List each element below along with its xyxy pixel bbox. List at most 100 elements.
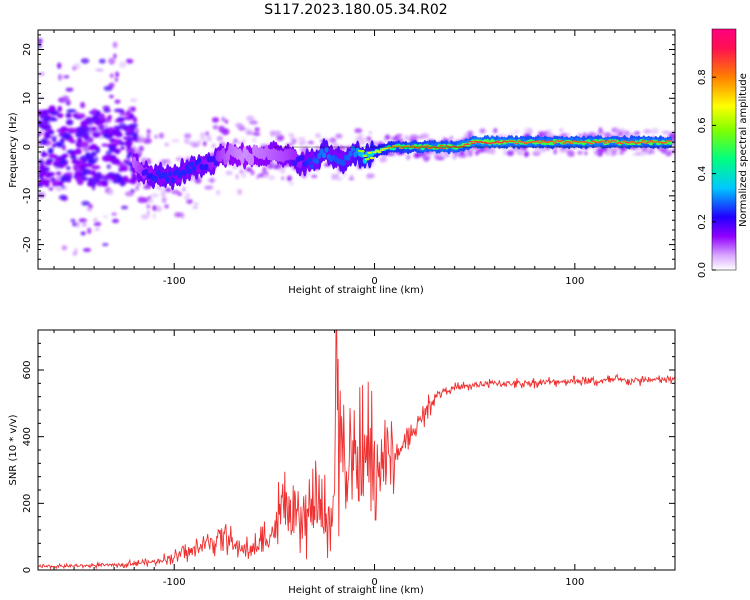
snr-plot-area [38,330,675,570]
colorbar-label: Normalized spectral amplitude [738,73,749,227]
heat-ridge-cell [396,145,401,147]
heat-noise-blob [354,128,363,134]
heat-noise-blob [171,189,180,195]
heat-noise-blob [524,127,533,134]
heat-noise-blob [183,195,189,201]
heat-noise-blob [249,120,258,125]
heat-noise-blob [651,148,655,155]
heat-ridge-cell [321,152,327,159]
heat-noise-blob [55,187,64,192]
x-tick-label: -100 [163,577,186,588]
heat-noise-blob [269,130,276,137]
heat-cluster-blob [61,153,69,158]
y-tick-label: 0 [22,144,33,150]
heat-ridge-cell [345,154,351,161]
heat-cluster-blob [122,175,129,181]
heat-noise-blob [114,77,119,83]
heat-noise-blob [510,147,518,152]
heat-cluster-blob [91,182,97,186]
heat-cluster-blob [49,118,58,122]
heat-noise-blob [416,135,424,140]
heat-noise-blob [523,151,530,158]
heat-noise-blob [56,62,62,69]
heat-cluster-blob [77,113,86,119]
heat-cluster-blob [108,127,114,132]
heat-noise-blob [72,66,77,71]
heat-noise-blob [566,132,571,138]
heat-ridge-cell [612,140,618,142]
heat-noise-blob [189,142,198,147]
heat-noise-blob [233,138,238,144]
heat-cluster-blob [107,115,112,120]
heat-ridge-cell [211,156,216,162]
heat-cluster-blob [69,152,77,156]
heat-cluster-blob [47,147,54,155]
heat-noise-blob [87,227,92,234]
heat-ridge-cell [182,169,187,176]
colorbar-tick-label: 0.6 [697,117,708,133]
heat-ridge-cell [511,140,517,143]
heat-noise-blob [62,145,66,151]
heat-ridge-cell [631,141,637,143]
heat-noise-blob [114,99,121,104]
heat-cluster-blob [112,148,121,153]
heat-ridge-cell [521,141,526,143]
heat-cluster-blob [83,163,92,168]
heat-noise-blob [108,57,116,65]
heat-ridge-cell [372,151,377,153]
heat-noise-blob [281,167,286,174]
heat-noise-blob [236,124,245,128]
heat-noise-blob [404,135,410,142]
heat-cluster-blob [52,162,59,166]
heat-cluster-blob [48,154,58,159]
heat-cluster-blob [126,155,131,159]
heat-ridge-cell [187,168,192,175]
heat-cluster-blob [90,143,98,151]
heat-noise-blob [235,173,239,180]
heat-noise-blob [103,214,108,219]
heat-noise-blob [252,131,261,137]
heat-noise-blob [193,202,199,206]
heat-noise-blob [102,105,111,110]
heat-cluster-blob [125,110,131,116]
heat-cluster-blob [60,126,68,131]
heat-cluster-blob [101,180,109,187]
heat-cluster-blob [38,125,48,129]
heat-noise-blob [104,123,109,129]
heat-noise-blob [225,170,233,176]
heat-noise-blob [61,185,65,189]
heat-noise-blob [80,231,86,236]
heat-noise-blob [587,132,597,138]
heat-ridge-cell [398,147,404,149]
heat-noise-blob [584,151,588,156]
heat-noise-blob [130,98,138,102]
heat-noise-blob [124,191,134,197]
heat-cluster-blob [103,174,110,180]
heat-noise-blob [58,194,68,201]
heat-cluster-blob [75,172,82,176]
heat-cluster-blob [92,131,101,138]
heat-noise-blob [81,200,90,206]
heat-noise-blob [373,140,378,146]
y-tick-label: 20 [22,43,33,56]
heat-ridge-cell [300,154,305,161]
heat-cluster-blob [120,141,125,146]
heat-ridge-cell [439,144,444,147]
heat-ridge-cell [605,140,610,142]
heat-cluster-blob [126,128,132,134]
heat-noise-blob [72,251,78,256]
y-tick-label: 600 [22,360,33,379]
heat-noise-blob [141,197,150,203]
colorbar-tick-label: 0.2 [697,214,708,230]
heat-ridge-cell [641,140,646,142]
heat-cluster-blob [67,127,77,134]
spectrogram-y-label: Frequency (Hz) [8,112,19,188]
heat-ridge-cell [494,140,500,143]
heat-ridge-cell [204,163,209,170]
heat-cluster-blob [108,176,118,181]
heat-noise-blob [38,38,43,44]
heat-noise-blob [152,205,156,211]
heat-cluster-blob [119,179,126,187]
chart-title: S117.2023.180.05.34.R02 [264,2,447,18]
x-tick-label: -100 [163,276,186,287]
